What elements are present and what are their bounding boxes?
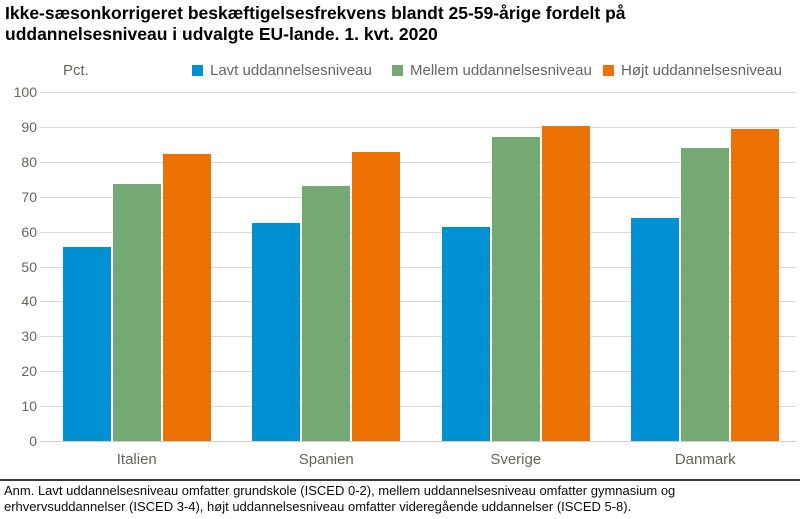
y-axis-tick-label: 50 <box>21 258 37 275</box>
y-axis-tick-label: 80 <box>21 153 37 170</box>
footnote-separator <box>0 479 800 481</box>
y-axis-tick-label: 40 <box>21 293 37 310</box>
legend-swatch-icon <box>192 65 203 76</box>
gridline <box>40 336 796 338</box>
legend-item-mellem-uddannelsesniveau: Mellem uddannelsesniveau <box>392 62 592 79</box>
gridline <box>40 301 796 303</box>
x-axis-category-label: Italien <box>116 451 157 468</box>
y-axis-tick-label: 30 <box>21 328 37 345</box>
footnote: Anm. Lavt uddannelsesniveau omfatter gru… <box>4 483 676 514</box>
bar-italien-series2 <box>162 154 211 441</box>
legend-label: Højt uddannelsesniveau <box>621 62 782 79</box>
legend-swatch-icon <box>392 65 403 76</box>
y-axis-tick-label: 90 <box>21 118 37 135</box>
legend-label: Mellem uddannelsesniveau <box>410 62 592 79</box>
bar-sverige-series2 <box>541 125 590 441</box>
bar-danmark-series0 <box>631 218 680 441</box>
gridline <box>40 126 796 128</box>
legend-label: Lavt uddannelsesniveau <box>210 62 372 79</box>
y-axis-tick-label: 0 <box>29 433 37 449</box>
bar-spanien-series2 <box>352 152 401 441</box>
gridline <box>40 406 796 408</box>
y-axis-tick-label: 70 <box>21 188 37 205</box>
y-axis-tick-label: 60 <box>21 223 37 240</box>
bar-italien-series0 <box>62 246 111 441</box>
gridline <box>40 231 796 233</box>
bar-italien-series1 <box>112 183 161 441</box>
bar-sverige-series0 <box>441 226 490 441</box>
gridline <box>40 371 796 373</box>
bar-danmark-series1 <box>681 147 730 441</box>
x-axis-baseline <box>40 441 796 442</box>
legend-item-lavt-uddannelsesniveau: Lavt uddannelsesniveau <box>192 62 372 79</box>
y-axis-tick-label: 100 <box>13 84 37 100</box>
x-axis-category-label: Sverige <box>490 451 542 468</box>
bar-spanien-series1 <box>302 185 351 441</box>
x-axis-category-label: Danmark <box>674 451 736 468</box>
gridline <box>40 161 796 163</box>
bar-sverige-series1 <box>491 137 540 441</box>
gridline <box>40 266 796 268</box>
y-axis-tick-label: 20 <box>21 363 37 380</box>
bar-danmark-series2 <box>731 128 780 441</box>
x-axis-category-label: Spanien <box>298 451 354 468</box>
gridline <box>40 196 796 198</box>
chart-title: Ikke-sæsonkorrigeret beskæftigelsesfrekv… <box>5 3 626 44</box>
legend: Lavt uddannelsesniveau Mellem uddannelse… <box>0 62 800 80</box>
gridline <box>40 92 796 93</box>
y-axis-unit-label: Pct. <box>63 62 89 79</box>
legend-swatch-icon <box>603 65 614 76</box>
legend-item-hojt-uddannelsesniveau: Højt uddannelsesniveau <box>603 62 782 79</box>
y-axis-tick-label: 10 <box>21 398 37 415</box>
bar-spanien-series0 <box>252 222 301 441</box>
